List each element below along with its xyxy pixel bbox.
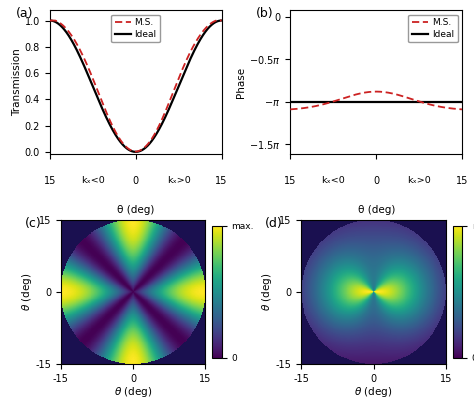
X-axis label: θ (deg): θ (deg) [357,206,395,216]
Ideal [133,150,138,154]
Line: Ideal: Ideal [50,20,221,152]
Ideal [77,55,83,60]
Ideal [47,18,53,23]
M.S. [148,137,154,142]
Ideal [219,18,225,23]
Ideal [125,146,130,151]
M.S. [287,107,293,112]
Text: kₓ>0: kₓ>0 [407,176,431,185]
M.S. [373,89,379,94]
M.S. [332,99,337,104]
Y-axis label: Phase: Phase [236,67,246,98]
M.S. [177,74,182,79]
M.S. [125,146,130,150]
Text: (d): (d) [265,217,283,230]
Ideal [162,116,168,120]
Y-axis label: $\theta$ (deg): $\theta$ (deg) [20,272,34,311]
Ideal [287,99,293,104]
X-axis label: $\theta$ (deg): $\theta$ (deg) [355,385,393,399]
M.S. [219,18,225,23]
M.S. [77,48,83,53]
Ideal [389,99,394,104]
M.S. [389,91,395,96]
Y-axis label: Transmission: Transmission [12,48,22,116]
M.S. [318,102,324,107]
Legend: M.S., Ideal: M.S., Ideal [409,14,457,42]
Text: (c): (c) [25,217,41,230]
Text: kₓ>0: kₓ>0 [167,176,191,185]
Text: (b): (b) [256,7,273,20]
Ideal [177,82,182,87]
M.S. [365,90,371,94]
M.S. [459,107,465,112]
Line: M.S.: M.S. [290,92,462,109]
Ideal [417,99,422,104]
Y-axis label: $\theta$ (deg): $\theta$ (deg) [260,272,274,311]
Ideal [402,99,408,104]
X-axis label: θ (deg): θ (deg) [117,206,155,216]
Ideal [332,99,337,104]
Ideal [148,139,154,144]
M.S. [417,99,423,104]
X-axis label: $\theta$ (deg): $\theta$ (deg) [114,385,152,399]
M.S. [162,110,168,115]
M.S. [91,79,97,84]
Ideal [365,99,371,104]
Line: M.S.: M.S. [50,20,221,152]
Text: (a): (a) [15,7,33,20]
M.S. [47,18,53,23]
Text: kₓ<0: kₓ<0 [81,176,105,185]
Ideal [318,99,324,104]
M.S. [402,95,408,100]
M.S. [133,149,138,154]
Text: kₓ<0: kₓ<0 [321,176,345,185]
Ideal [91,87,97,92]
Legend: M.S., Ideal: M.S., Ideal [111,14,160,42]
Ideal [459,99,465,104]
